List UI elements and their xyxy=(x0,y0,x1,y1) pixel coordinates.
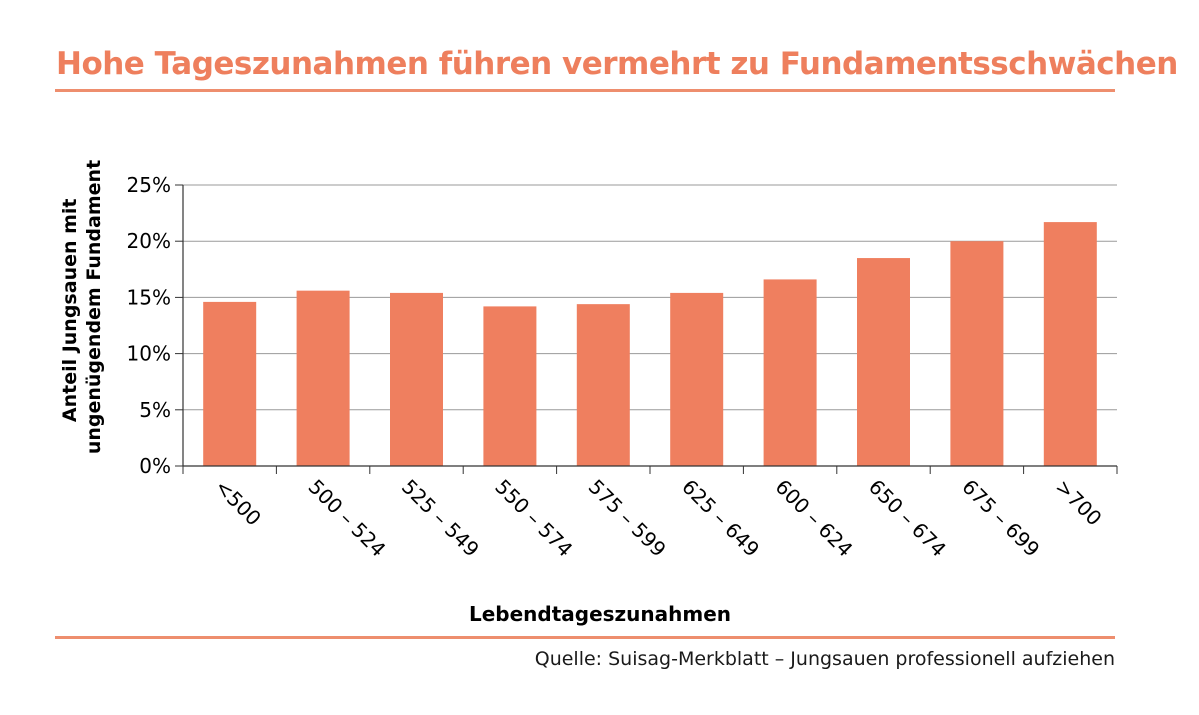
bar xyxy=(576,304,630,466)
x-tick-label: 650 – 674 xyxy=(864,475,951,562)
axes xyxy=(175,184,1118,474)
x-tick-label: 625 – 649 xyxy=(677,475,764,562)
x-tick-label: 550 – 574 xyxy=(490,475,577,562)
bar xyxy=(670,292,724,466)
bar xyxy=(483,306,537,466)
footer-divider xyxy=(55,636,1115,639)
y-tick-label: 5% xyxy=(139,398,171,422)
title-divider xyxy=(55,89,1115,92)
x-tick-label: 525 – 549 xyxy=(397,475,484,562)
x-tick-label: <500 xyxy=(210,475,266,531)
y-axis-label-line-2: ungenügendem Fundament xyxy=(83,160,105,454)
y-tick-label: 15% xyxy=(127,285,171,309)
bar xyxy=(390,292,443,466)
x-tick-label: 500 – 524 xyxy=(304,475,391,562)
bar xyxy=(296,290,350,466)
bar xyxy=(203,301,257,466)
chart-title: Hohe Tageszunahmen führen vermehrt zu Fu… xyxy=(56,46,1178,82)
source-note: Quelle: Suisag-Merkblatt – Jungsauen pro… xyxy=(534,648,1115,670)
y-axis-label-line-1: Anteil Jungsauen mit xyxy=(59,198,81,422)
bar xyxy=(1043,222,1097,466)
bar xyxy=(857,258,910,466)
bar xyxy=(950,241,1004,466)
x-tick-label: >700 xyxy=(1051,475,1107,531)
bar xyxy=(763,279,817,466)
x-tick-labels: <500 500 – 524 525 – 549 550 – 574 575 – 599… xyxy=(210,475,1106,562)
y-axis-label: Anteil Jungsauen mit ungenügendem Fundam… xyxy=(59,160,105,454)
x-tick-label: 600 – 624 xyxy=(771,475,858,562)
y-tick-labels: 0% 5% 10% 15% 20% 25% xyxy=(127,173,171,478)
y-tick-label: 20% xyxy=(127,229,171,253)
x-tick-label: 675 – 699 xyxy=(957,475,1044,562)
x-axis-label: Lebendtageszunahmen xyxy=(469,602,731,626)
y-tick-label: 10% xyxy=(127,342,171,366)
y-tick-label: 25% xyxy=(127,173,171,197)
x-tick-label: 575 – 599 xyxy=(584,475,671,562)
bars xyxy=(203,222,1097,466)
y-tick-label: 0% xyxy=(139,454,171,478)
